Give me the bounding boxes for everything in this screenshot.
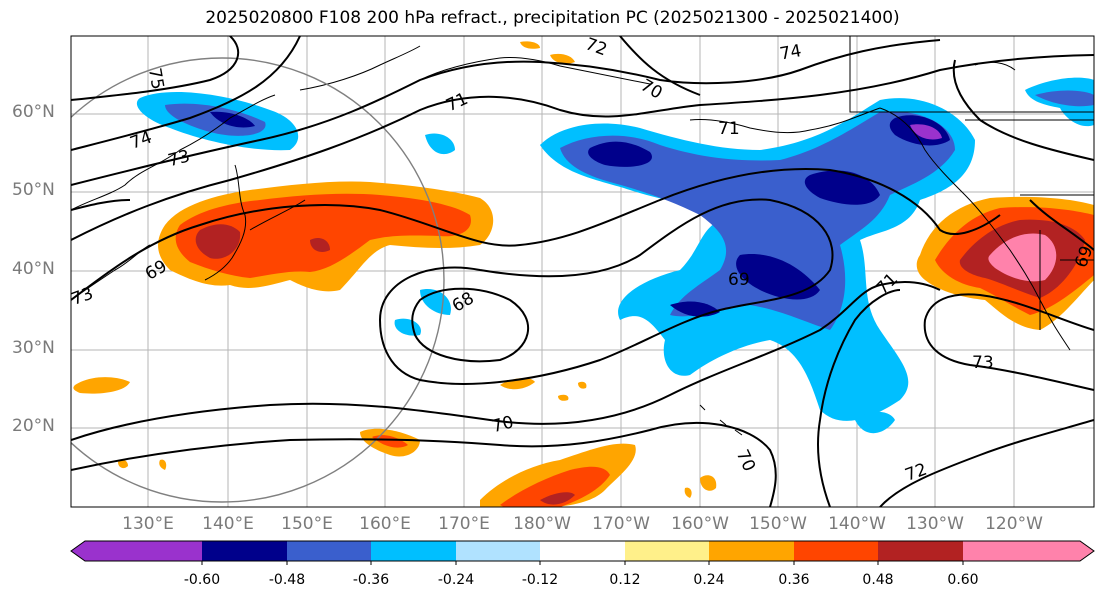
lon-label: 130°W bbox=[906, 514, 964, 534]
lon-label: 150°E bbox=[281, 514, 333, 534]
lon-label: 170°E bbox=[438, 514, 490, 534]
range-circle bbox=[71, 57, 445, 503]
lat-label-60N: 60°N bbox=[12, 102, 55, 122]
colorbar-tick-label: -0.24 bbox=[437, 572, 475, 588]
contour-label: 71 bbox=[718, 119, 740, 139]
colorbar-tick-label: 0.48 bbox=[862, 572, 894, 588]
contour-label: 73 bbox=[972, 353, 994, 373]
contour-labels: 75 74 73 72 71 70 69 68 74 73 71 71 69 7… bbox=[71, 36, 1097, 486]
colorbar-segment bbox=[202, 541, 287, 561]
colorbar-segment bbox=[625, 541, 709, 561]
contour-label: 75 bbox=[144, 66, 167, 91]
lon-label: 130°E bbox=[122, 514, 174, 534]
colorbar-segment bbox=[456, 541, 540, 561]
colorbar-segment bbox=[540, 541, 625, 561]
lon-label: 120°W bbox=[985, 514, 1043, 534]
contour-label: 74 bbox=[778, 41, 803, 64]
colorbar-tick-label: 0.60 bbox=[947, 572, 979, 588]
lat-label-30N: 30°N bbox=[12, 338, 55, 358]
colorbar-segment bbox=[71, 541, 202, 561]
lat-label-50N: 50°N bbox=[12, 180, 55, 200]
refractivity-contours bbox=[71, 36, 1094, 507]
coastlines bbox=[71, 36, 1094, 436]
lon-label: 160°E bbox=[359, 514, 411, 534]
lon-label: 140°W bbox=[828, 514, 886, 534]
colorbar-tick-label: 0.36 bbox=[778, 572, 810, 588]
contour-label: 69 bbox=[728, 270, 750, 290]
colorbar-tick-label: -0.12 bbox=[521, 572, 559, 588]
contour-label: 69 bbox=[1071, 243, 1097, 270]
colorbar-segment bbox=[371, 541, 456, 561]
colorbar-segment bbox=[287, 541, 371, 561]
map-title: 2025020800 F108 200 hPa refract., precip… bbox=[205, 8, 900, 28]
map-frame bbox=[70, 35, 1095, 508]
colorbar-tick-label: -0.36 bbox=[352, 572, 390, 588]
colorbar bbox=[70, 540, 1095, 565]
lat-label-20N: 20°N bbox=[12, 416, 55, 436]
colorbar-segment bbox=[878, 541, 963, 561]
colorbar-segment bbox=[794, 541, 878, 561]
lon-label: 150°W bbox=[749, 514, 807, 534]
lon-label: 170°W bbox=[592, 514, 650, 534]
colorbar-tick-label: 0.24 bbox=[693, 572, 725, 588]
colorbar-tick-label: -0.48 bbox=[268, 572, 306, 588]
lat-label-40N: 40°N bbox=[12, 259, 55, 279]
colorbar-segment bbox=[709, 541, 794, 561]
positive-pc-shading bbox=[73, 41, 1094, 507]
lon-label: 140°E bbox=[202, 514, 254, 534]
negative-pc-shading bbox=[136, 77, 1094, 434]
lon-label: 160°W bbox=[671, 514, 729, 534]
colorbar-tick-label: -0.60 bbox=[183, 572, 221, 588]
colorbar-outline bbox=[70, 540, 1095, 562]
colorbar-tick-label: 0.12 bbox=[609, 572, 641, 588]
colorbar-segment bbox=[963, 541, 1094, 561]
lon-label: 180°W bbox=[513, 514, 571, 534]
